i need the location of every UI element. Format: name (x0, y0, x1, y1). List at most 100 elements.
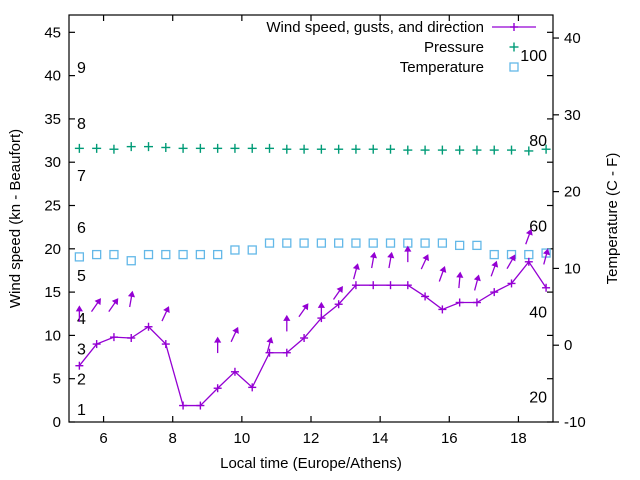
pressure-point (524, 146, 534, 156)
pressure-point (507, 145, 517, 155)
wind-direction-arrow (525, 228, 533, 245)
wind-direction-arrow (352, 263, 360, 280)
pressure-point (109, 144, 119, 154)
wind-direction-arrow (214, 336, 222, 354)
wind-direction-arrow (490, 260, 499, 277)
wind-speed-point (455, 298, 464, 307)
temperature-point (334, 238, 344, 248)
pressure-point (213, 143, 223, 153)
pressure-point (351, 144, 361, 154)
pressure-point (126, 142, 136, 152)
temperature-point (420, 238, 430, 248)
beaufort-scale-label: 8 (77, 116, 86, 133)
wind-direction-arrow (369, 251, 378, 269)
wind-speed-point (421, 292, 430, 301)
wind-speed-point (196, 401, 205, 410)
temperature-point (524, 249, 534, 260)
pressure-point (472, 145, 482, 155)
temperature-point (230, 245, 240, 255)
beaufort-scale-label: 5 (77, 268, 86, 285)
wind-direction-arrow (75, 305, 83, 322)
x-axis-tick-label: 14 (372, 430, 389, 447)
pressure-point (144, 142, 154, 152)
pressure-point (489, 145, 499, 155)
pressure-point (265, 143, 275, 153)
x-axis-title: Local time (Europe/Athens) (220, 455, 402, 472)
wind-speed-point (213, 384, 222, 393)
y-axis-tick-label: 30 (44, 154, 61, 171)
fahrenheit-scale-label: 60 (529, 218, 547, 235)
wind-speed-point (265, 348, 274, 357)
wind-speed-point (334, 300, 343, 309)
beaufort-scale-label: 6 (77, 220, 86, 237)
y-axis-tick-label: 10 (44, 327, 61, 344)
x-axis-tick-label: 12 (303, 430, 320, 447)
wind-direction-arrow (438, 266, 447, 282)
temperature-point (264, 238, 275, 248)
pressure-point (195, 143, 205, 153)
y2-axis-tick-label: 30 (564, 107, 581, 124)
y-axis-tick-label: 0 (53, 414, 61, 431)
wind-direction-arrow (266, 336, 274, 353)
wind-speed-point (403, 281, 412, 290)
temperature-point (489, 249, 499, 260)
x-axis-tick-label: 18 (510, 430, 527, 447)
wind-direction-arrow (420, 254, 429, 270)
wind-speed-point (92, 340, 101, 349)
wind-speed-point (542, 283, 551, 292)
pressure-point (316, 144, 326, 154)
y-axis-title: Wind speed (kn - Beaufort) (7, 129, 24, 308)
wind-direction-arrow (473, 274, 481, 291)
beaufort-scale-label: 9 (77, 60, 86, 77)
y-axis-tick-label: 20 (44, 241, 61, 258)
pressure-point (437, 145, 447, 155)
wind-direction-arrow (387, 251, 395, 269)
wind-speed-point (507, 279, 516, 288)
legend-sample-plus (510, 23, 518, 31)
legend-sample-square (509, 62, 519, 72)
wind-speed-point (438, 305, 447, 314)
beaufort-scale-label: 1 (77, 402, 86, 419)
pressure-point (92, 143, 102, 153)
fahrenheit-scale-label: 20 (529, 390, 547, 407)
pressure-point (74, 143, 84, 153)
plot-frame (68, 14, 554, 423)
wind-speed-point (248, 383, 257, 392)
beaufort-scale-label: 2 (77, 372, 86, 389)
legend-label-2: Pressure (424, 39, 484, 56)
wind-speed-point (369, 281, 378, 290)
temperature-point (299, 238, 309, 248)
pressure-point (403, 145, 413, 155)
temperature-point (74, 252, 85, 262)
pressure-point (368, 144, 378, 154)
temperature-point (109, 249, 119, 260)
pressure-point (299, 144, 309, 154)
temperature-point (437, 238, 448, 248)
y2-axis-tick-label: 40 (564, 30, 581, 47)
wind-speed-point (282, 348, 291, 357)
wind-direction-arrow (542, 248, 550, 265)
wind-direction-arrow (161, 306, 170, 322)
fahrenheit-scale-label: 40 (529, 304, 547, 321)
y-axis-tick-label: 25 (44, 198, 61, 215)
y-axis-tick-label: 40 (44, 68, 61, 85)
wind-direction-arrow (404, 245, 412, 263)
wind-speed-point (300, 334, 309, 343)
pressure-point (420, 145, 430, 155)
temperature-point (368, 238, 378, 248)
x-axis-tick-label: 8 (169, 430, 177, 447)
y2-axis-tick-label: -10 (564, 414, 586, 431)
legend-label-3: Temperature (400, 59, 484, 76)
temperature-point (126, 256, 136, 266)
legend-sample-plus (509, 42, 519, 52)
temperature-point (316, 238, 327, 248)
pressure-point (386, 144, 396, 154)
wind-speed-point (490, 288, 499, 297)
wind-direction-arrow (506, 254, 516, 270)
wind-speed-point (230, 367, 239, 376)
wind-speed-point (386, 281, 395, 290)
beaufort-scale-label: 3 (77, 341, 86, 358)
wind-direction-arrow (90, 298, 101, 312)
